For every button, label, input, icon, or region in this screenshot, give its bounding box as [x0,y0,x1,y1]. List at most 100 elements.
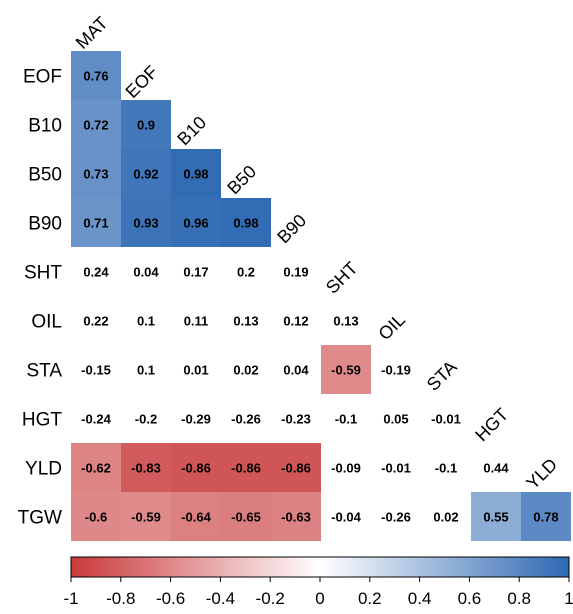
heatmap-cell-b50-mat [71,149,121,198]
cell-value-label: -0.1 [335,412,357,427]
diagonal-label-hgt: HGT [471,404,512,445]
heatmap-cell-oil-mat [71,296,121,345]
cell-value-label: 0.44 [483,461,509,476]
cell-value-label: 0.2 [237,265,255,280]
heatmap-cell-yld-oil [371,443,421,492]
diagonal-label-mat: MAT [72,13,112,53]
heatmap-cell-hgt-oil [371,394,421,443]
heatmap-cells [71,51,571,541]
cell-value-label: 0.93 [133,216,158,231]
heatmap-cell-sta-sht [321,345,371,394]
diagonal-label-yld: YLD [522,454,561,493]
heatmap-cell-sta-oil [371,345,421,394]
cell-value-label: -0.29 [181,412,211,427]
cell-value-label: -0.63 [281,510,311,525]
colorbar: -1 -0.8 -0.6 -0.4 -0.2 0 0.2 0.4 0.6 0.8 1 [63,556,573,608]
cell-value-label: -0.62 [81,461,111,476]
diagonal-label-eof: EOF [122,62,162,102]
heatmap-cell-yld-sta [421,443,471,492]
cell-value-label: 0.9 [137,118,155,133]
cell-value-label: -0.19 [381,363,411,378]
heatmap-cell-tgw-sht [321,492,371,541]
heatmap-cell-hgt-b10 [171,394,221,443]
cell-value-label: 0.02 [433,510,458,525]
row-label-yld: YLD [25,459,62,480]
heatmap-cell-oil-b90 [271,296,321,345]
heatmap-cell-sta-b50 [221,345,271,394]
cell-value-label: 0.96 [183,216,208,231]
cell-value-label: -0.2 [135,412,157,427]
cell-value-label: 0.13 [233,314,258,329]
heatmap-cell-hgt-b90 [271,394,321,443]
cell-value-labels: 0.76 0.72 0.9 0.73 0.92 0.98 0.71 0.93 0.96 0.98 0… [81,69,558,525]
heatmap-cell-b50-eof [121,149,171,198]
cell-value-label: 0.55 [483,510,508,525]
cell-value-label: 0.98 [233,216,258,231]
heatmap-cell-sta-eof [121,345,171,394]
heatmap-cell-sht-b90 [271,247,321,296]
cell-value-label: -0.59 [131,510,161,525]
cell-value-label: 0.76 [83,69,108,84]
colorbar-tick-label: 0.2 [358,589,382,608]
colorbar-tick-label: -0.6 [156,589,185,608]
cell-value-label: -0.59 [331,363,361,378]
cell-value-label: 0.24 [83,265,109,280]
cell-value-label: -0.15 [81,363,111,378]
cell-value-label: -0.26 [381,510,411,525]
colorbar-tick-label: -0.8 [106,589,135,608]
cell-value-label: 0.04 [283,363,309,378]
cell-value-label: 0.11 [184,314,209,329]
heatmap-cell-oil-sht [321,296,371,345]
colorbar-tick-label: 0.6 [458,589,482,608]
heatmap-cell-yld-b50 [221,443,271,492]
cell-value-label: 0.13 [333,314,358,329]
cell-value-label: 0.01 [183,363,208,378]
heatmap-cell-tgw-yld [521,492,571,541]
heatmap-cell-b50-b10 [171,149,221,198]
diagonal-label-b10: B10 [173,112,210,149]
heatmap-cell-b90-b50 [221,198,271,247]
heatmap-cell-yld-eof [121,443,171,492]
heatmap-cell-sta-b10 [171,345,221,394]
colorbar-tick-label: -0.4 [206,589,235,608]
cell-value-label: 0.1 [137,314,155,329]
diagonal-label-b90: B90 [273,210,310,247]
cell-value-label: 0.71 [83,216,108,231]
cell-value-label: -0.01 [381,461,411,476]
diagonal-label-oil: OIL [374,309,409,344]
colorbar-tick-label: 1 [564,589,573,608]
heatmap-cell-tgw-eof [121,492,171,541]
heatmap-cell-tgw-mat [71,492,121,541]
cell-value-label: 0.05 [383,412,408,427]
cell-value-label: -0.24 [81,412,111,427]
row-label-sta: STA [26,361,62,382]
row-label-eof: EOF [23,67,62,88]
heatmap-cell-oil-b50 [221,296,271,345]
row-labels: EOF B10 B50 B90 SHT OIL STA HGT YLD TGW [18,67,63,529]
cell-value-label: -0.6 [85,510,107,525]
diagonal-label-b50: B50 [223,161,260,198]
heatmap-cell-b10-eof [121,100,171,149]
heatmap-cell-yld-mat [71,443,121,492]
heatmap-cell-oil-eof [121,296,171,345]
diagonal-label-sht: SHT [322,258,362,298]
heatmap-cell-eof-mat [71,51,121,100]
heatmap-cell-yld-hgt [471,443,521,492]
heatmap-cell-yld-b10 [171,443,221,492]
cell-value-label: -0.86 [181,461,211,476]
cell-value-label: 0.72 [83,118,108,133]
row-label-b10: B10 [28,116,62,137]
heatmap-cell-sht-b50 [221,247,271,296]
heatmap-cell-sta-b90 [271,345,321,394]
colorbar-gradient [70,556,570,578]
heatmap-cell-tgw-b90 [271,492,321,541]
cell-value-label: 0.73 [83,167,108,182]
row-label-tgw: TGW [18,508,62,529]
heatmap-cell-b90-mat [71,198,121,247]
heatmap-cell-oil-b10 [171,296,221,345]
heatmap-cell-yld-sht [321,443,371,492]
cell-value-label: 0.19 [283,265,308,280]
colorbar-tick-label: 0 [315,589,324,608]
